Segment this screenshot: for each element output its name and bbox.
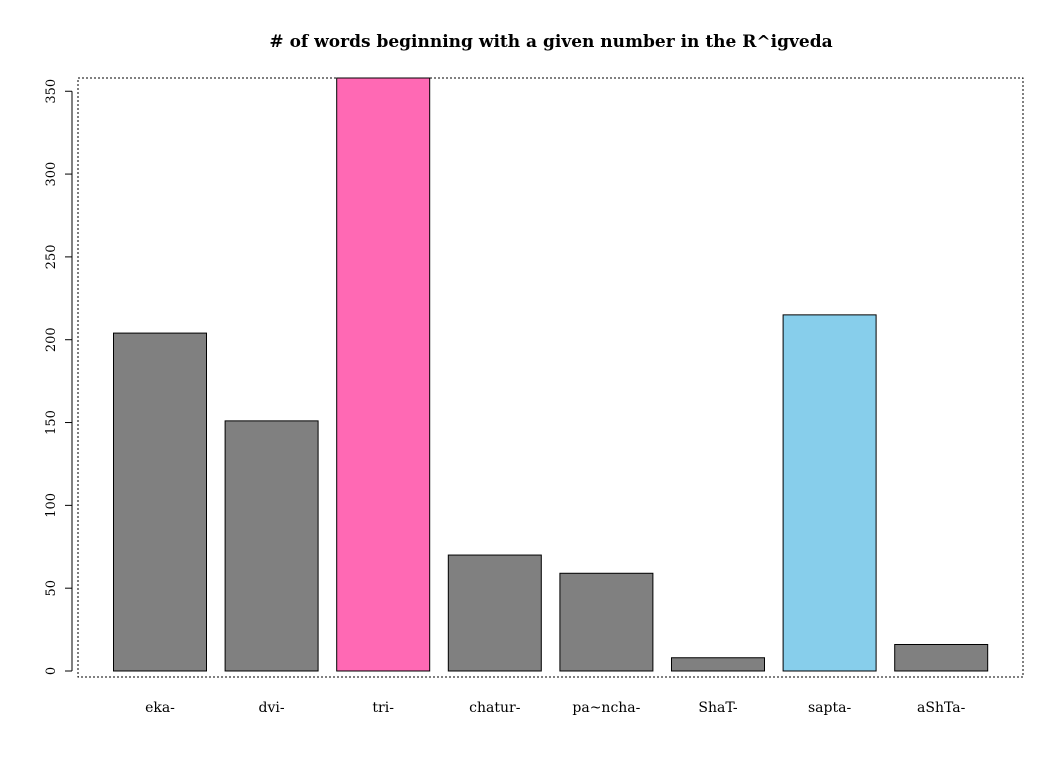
bar-chatur xyxy=(447,554,542,672)
x-category-label: ShaT- xyxy=(698,700,737,716)
bar-shat xyxy=(671,657,765,672)
plot-border xyxy=(77,77,1024,678)
y-tick-label: 200 xyxy=(44,327,59,352)
x-axis-labels: eka-dvi-tri-chatur-pa~ncha- ShaT-sapta-aS… xyxy=(145,700,966,716)
x-category-label: tri- xyxy=(372,700,394,716)
y-tick-label: 350 xyxy=(44,79,59,104)
x-category-label: eka- xyxy=(145,700,175,716)
bar-eka xyxy=(113,332,207,672)
bar-sapta xyxy=(782,314,877,672)
bar-dvi xyxy=(224,420,319,672)
x-category-label: chatur- xyxy=(469,700,521,716)
y-tick-label: 250 xyxy=(44,244,59,269)
x-category-label: pa~ncha- xyxy=(572,700,640,716)
bar-ashta xyxy=(894,643,989,672)
y-tick-label: 100 xyxy=(44,493,59,518)
x-category-label: sapta- xyxy=(808,700,851,716)
bar-tri xyxy=(336,77,431,672)
x-category-label: aShTa- xyxy=(917,700,966,716)
y-tick-label: 150 xyxy=(44,410,59,435)
y-tick-label: 0 xyxy=(44,667,59,675)
x-category-label: dvi- xyxy=(259,700,285,716)
chart-title: # of words beginning with a given number… xyxy=(269,32,832,52)
y-axis: 0 50 100 150 200 250 300 350 xyxy=(44,79,73,675)
y-tick-label: 50 xyxy=(44,580,59,597)
bars-group xyxy=(113,77,989,672)
y-tick-label: 300 xyxy=(44,162,59,187)
bar-pancha xyxy=(559,572,654,672)
